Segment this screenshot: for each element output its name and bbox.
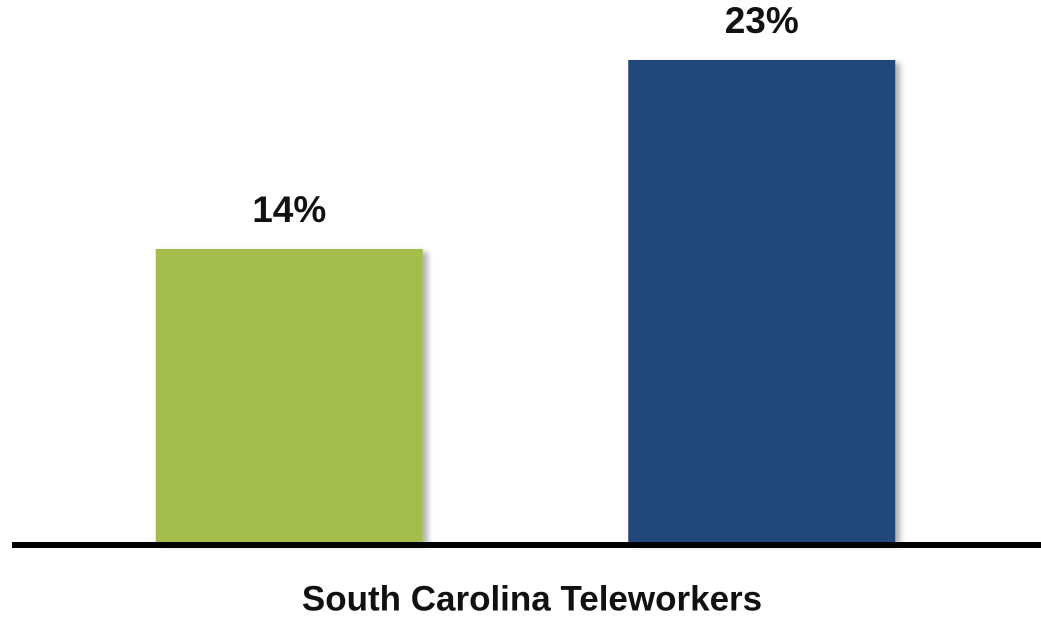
bar: [628, 60, 896, 543]
bar: [155, 249, 423, 543]
x-axis-label: South Carolina Teleworkers: [302, 579, 762, 617]
value-label: 23%: [725, 0, 799, 41]
value-label: 14%: [252, 189, 326, 230]
